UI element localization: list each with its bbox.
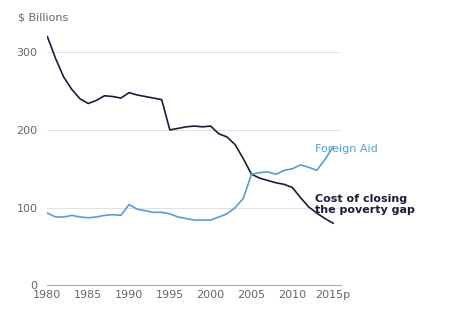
Text: Foreign Aid: Foreign Aid — [315, 144, 378, 154]
Text: $ Billions: $ Billions — [18, 13, 68, 23]
Text: Cost of closing
the poverty gap: Cost of closing the poverty gap — [315, 194, 415, 215]
